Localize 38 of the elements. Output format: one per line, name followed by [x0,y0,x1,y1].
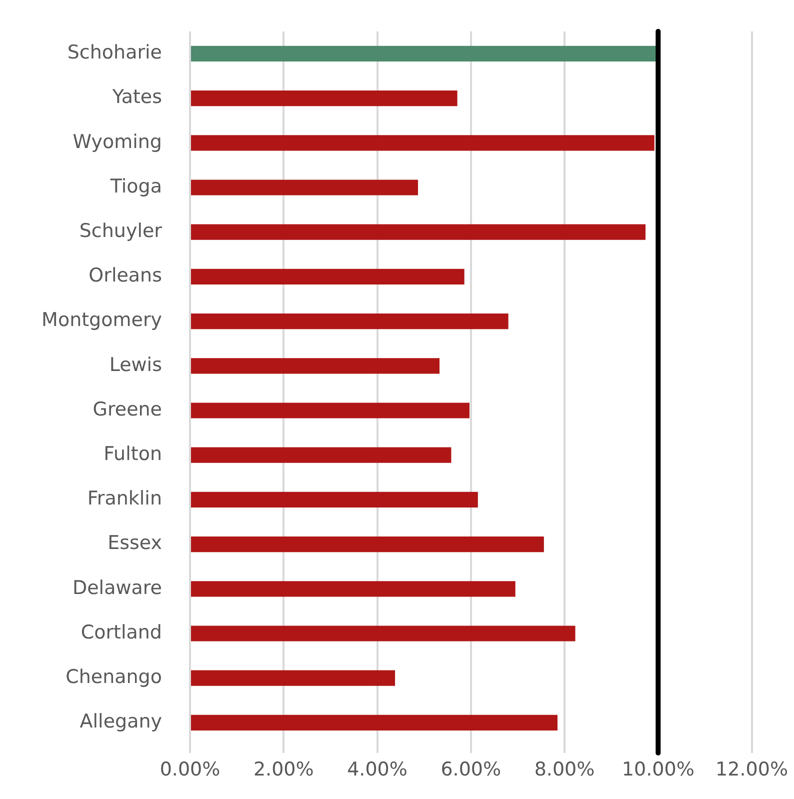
x-tick-label: 10.00% [622,758,694,780]
bar [191,135,654,151]
y-tick-label: Lewis [109,354,162,376]
y-tick-label: Cortland [80,621,162,644]
x-tick-label: 0.00% [160,758,220,780]
y-tick-label: Delaware [72,576,162,599]
y-tick-label: Allegany [80,710,162,733]
bar [191,180,418,196]
y-tick-label: Franklin [87,488,162,510]
bar [191,492,478,508]
bar [191,670,396,686]
y-tick-label: Yates [111,86,162,108]
bar [191,313,508,330]
bar [191,358,440,374]
x-tick-label: 6.00% [440,758,502,780]
y-tick-label: Montgomery [42,309,162,332]
x-tick-label: 12.00% [716,758,788,780]
bar [191,714,558,731]
y-tick-label: Wyoming [72,130,162,153]
y-tick-label: Chenango [66,666,162,688]
y-tick-label: Schoharie [67,42,162,64]
bar [191,581,516,597]
bar [191,224,646,240]
y-tick-label: Greene [92,398,162,420]
y-tick-label: Schuyler [79,220,162,242]
bar [191,626,576,642]
bar [191,268,464,285]
y-tick-label: Fulton [104,443,162,466]
y-tick-label: Orleans [88,264,162,287]
y-tick-label: Tioga [109,175,162,198]
bar [191,402,470,418]
x-tick-label: 8.00% [534,758,595,780]
bar [191,447,452,463]
y-tick-label: Essex [108,532,162,554]
x-tick-label: 4.00% [347,758,408,780]
bar [191,536,544,552]
x-tick-label: 2.00% [253,758,314,780]
bar [191,90,458,106]
